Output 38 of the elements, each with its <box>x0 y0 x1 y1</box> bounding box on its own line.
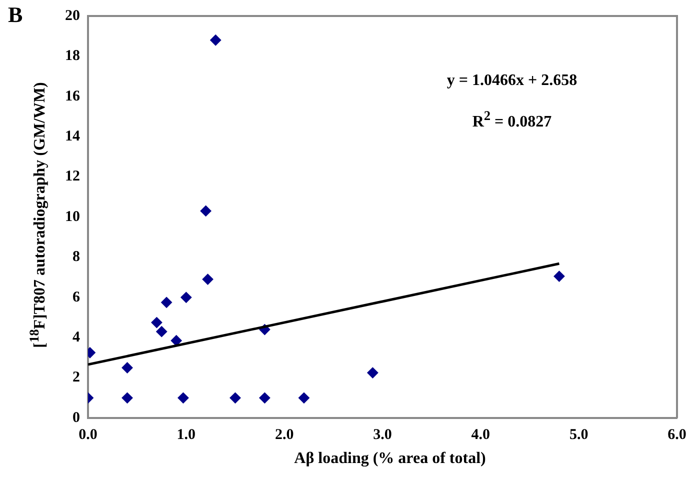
x-tick-label: 4.0 <box>471 426 490 443</box>
point <box>259 392 270 404</box>
point <box>178 392 189 404</box>
y-tick-label: 6 <box>72 289 80 306</box>
y-tick-label: 12 <box>65 168 80 185</box>
point <box>122 362 133 374</box>
y-tick-label: 14 <box>65 128 80 144</box>
y-tick-label: 8 <box>72 249 80 266</box>
point <box>210 34 222 46</box>
point <box>202 274 214 285</box>
point <box>151 317 162 328</box>
point <box>170 335 182 346</box>
y-tick-label: 20 <box>65 8 80 24</box>
y-tick-label: 2 <box>72 370 80 386</box>
point <box>367 367 378 378</box>
point <box>161 296 172 308</box>
y-tick-label: 18 <box>65 48 80 64</box>
y-tick-label: 16 <box>65 88 80 104</box>
point <box>298 392 310 404</box>
point <box>230 392 241 404</box>
y-tick-label: 10 <box>65 208 80 225</box>
x-tick-label: 3.0 <box>373 426 392 443</box>
x-axis-title: Aβ loading (% area of total) <box>294 450 486 468</box>
point <box>180 292 192 303</box>
x-tick-label: 1.0 <box>176 426 196 443</box>
x-tick-label: 0.0 <box>78 426 98 443</box>
annotation: y = 1.0466x + 2.658 <box>446 72 578 90</box>
y-tick-label: 4 <box>72 329 80 346</box>
point <box>554 270 565 282</box>
annotation: R$^{2}$ = 0.0827 <box>472 108 552 132</box>
x-tick-label: 2.0 <box>274 426 294 443</box>
y-tick-label: 0 <box>72 410 80 426</box>
x-tick-label: 5.0 <box>569 426 588 443</box>
point <box>122 392 133 404</box>
x-tick-label: 6.0 <box>668 426 686 443</box>
text: B <box>8 2 23 28</box>
point <box>156 326 168 338</box>
point <box>200 205 212 216</box>
